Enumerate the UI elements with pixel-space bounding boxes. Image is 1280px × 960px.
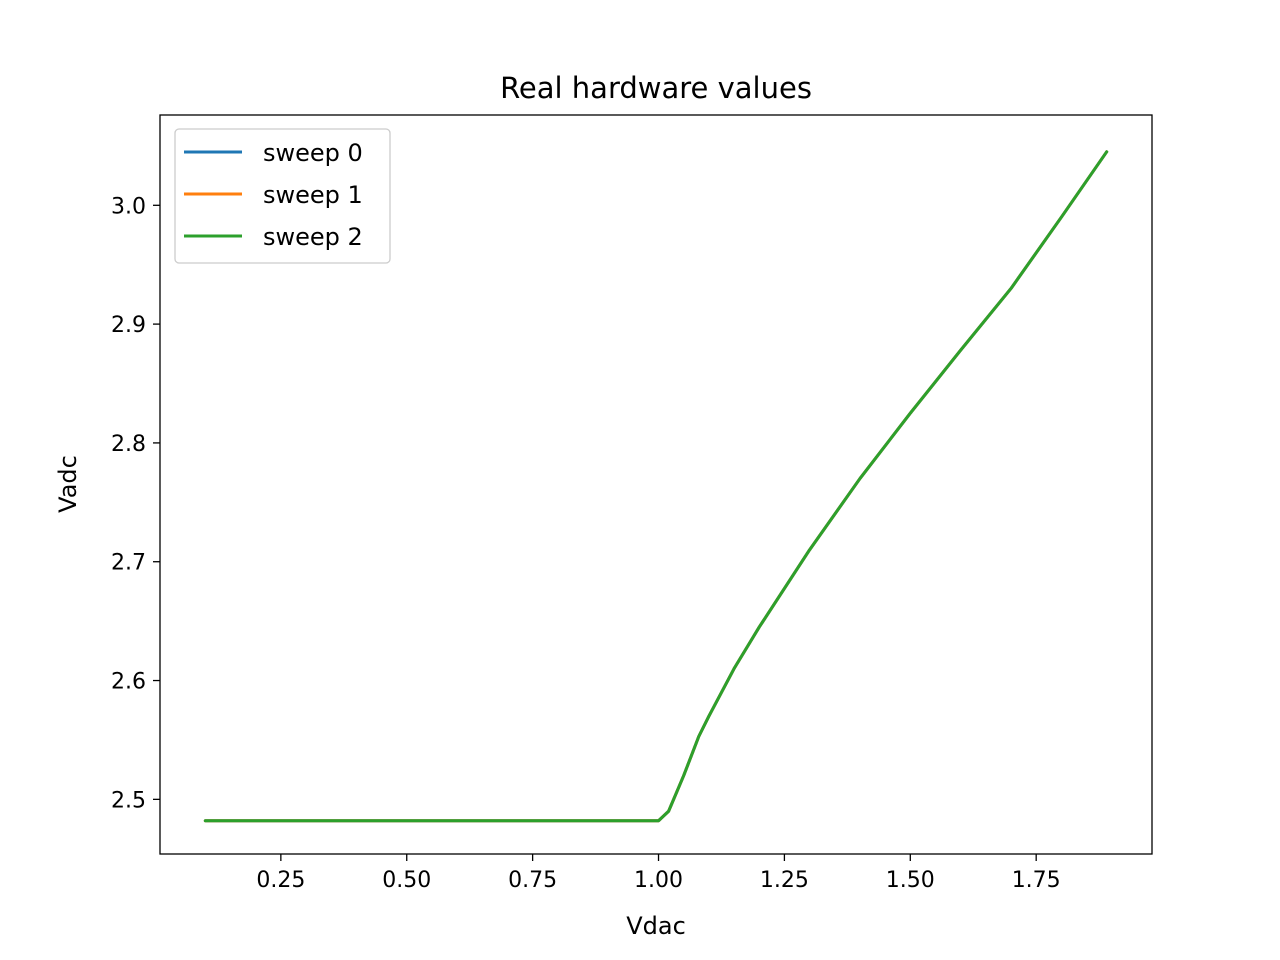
x-tick-label: 0.25 <box>256 868 305 893</box>
plot-frame <box>159 114 1153 855</box>
x-tick-label: 1.50 <box>886 868 935 893</box>
x-tick-label: 1.00 <box>634 868 683 893</box>
legend-label-sweep-2: sweep 2 <box>263 223 363 251</box>
x-tick-label: 1.75 <box>1012 868 1061 893</box>
x-axis-title: Vdac <box>626 912 686 940</box>
y-tick-label: 2.5 <box>111 788 146 813</box>
series-line-sweep-2 <box>203 150 1109 823</box>
y-axis-ticks: 2.5 2.6 2.7 2.8 2.9 3.0 <box>111 194 160 813</box>
x-tick-label: 0.75 <box>508 868 557 893</box>
legend-box <box>174 128 391 264</box>
y-tick-label: 2.9 <box>111 313 146 338</box>
x-axis-ticks: 0.25 0.50 0.75 1.00 1.25 1.50 1.75 <box>256 854 1061 893</box>
y-tick-label: 3.0 <box>111 194 146 219</box>
y-tick-label: 2.6 <box>111 670 146 695</box>
legend: sweep 0 sweep 1 sweep 2 <box>174 128 391 264</box>
x-tick-label: 0.50 <box>382 868 431 893</box>
y-tick-label: 2.7 <box>111 551 146 576</box>
series-layer <box>203 150 1109 823</box>
legend-label-sweep-0: sweep 0 <box>263 139 363 167</box>
x-tick-label: 1.25 <box>760 868 809 893</box>
y-tick-label: 2.8 <box>111 432 146 457</box>
chart-title: Real hardware values <box>500 71 812 105</box>
legend-label-sweep-1: sweep 1 <box>263 181 363 209</box>
y-axis-title: Vadc <box>54 455 82 513</box>
